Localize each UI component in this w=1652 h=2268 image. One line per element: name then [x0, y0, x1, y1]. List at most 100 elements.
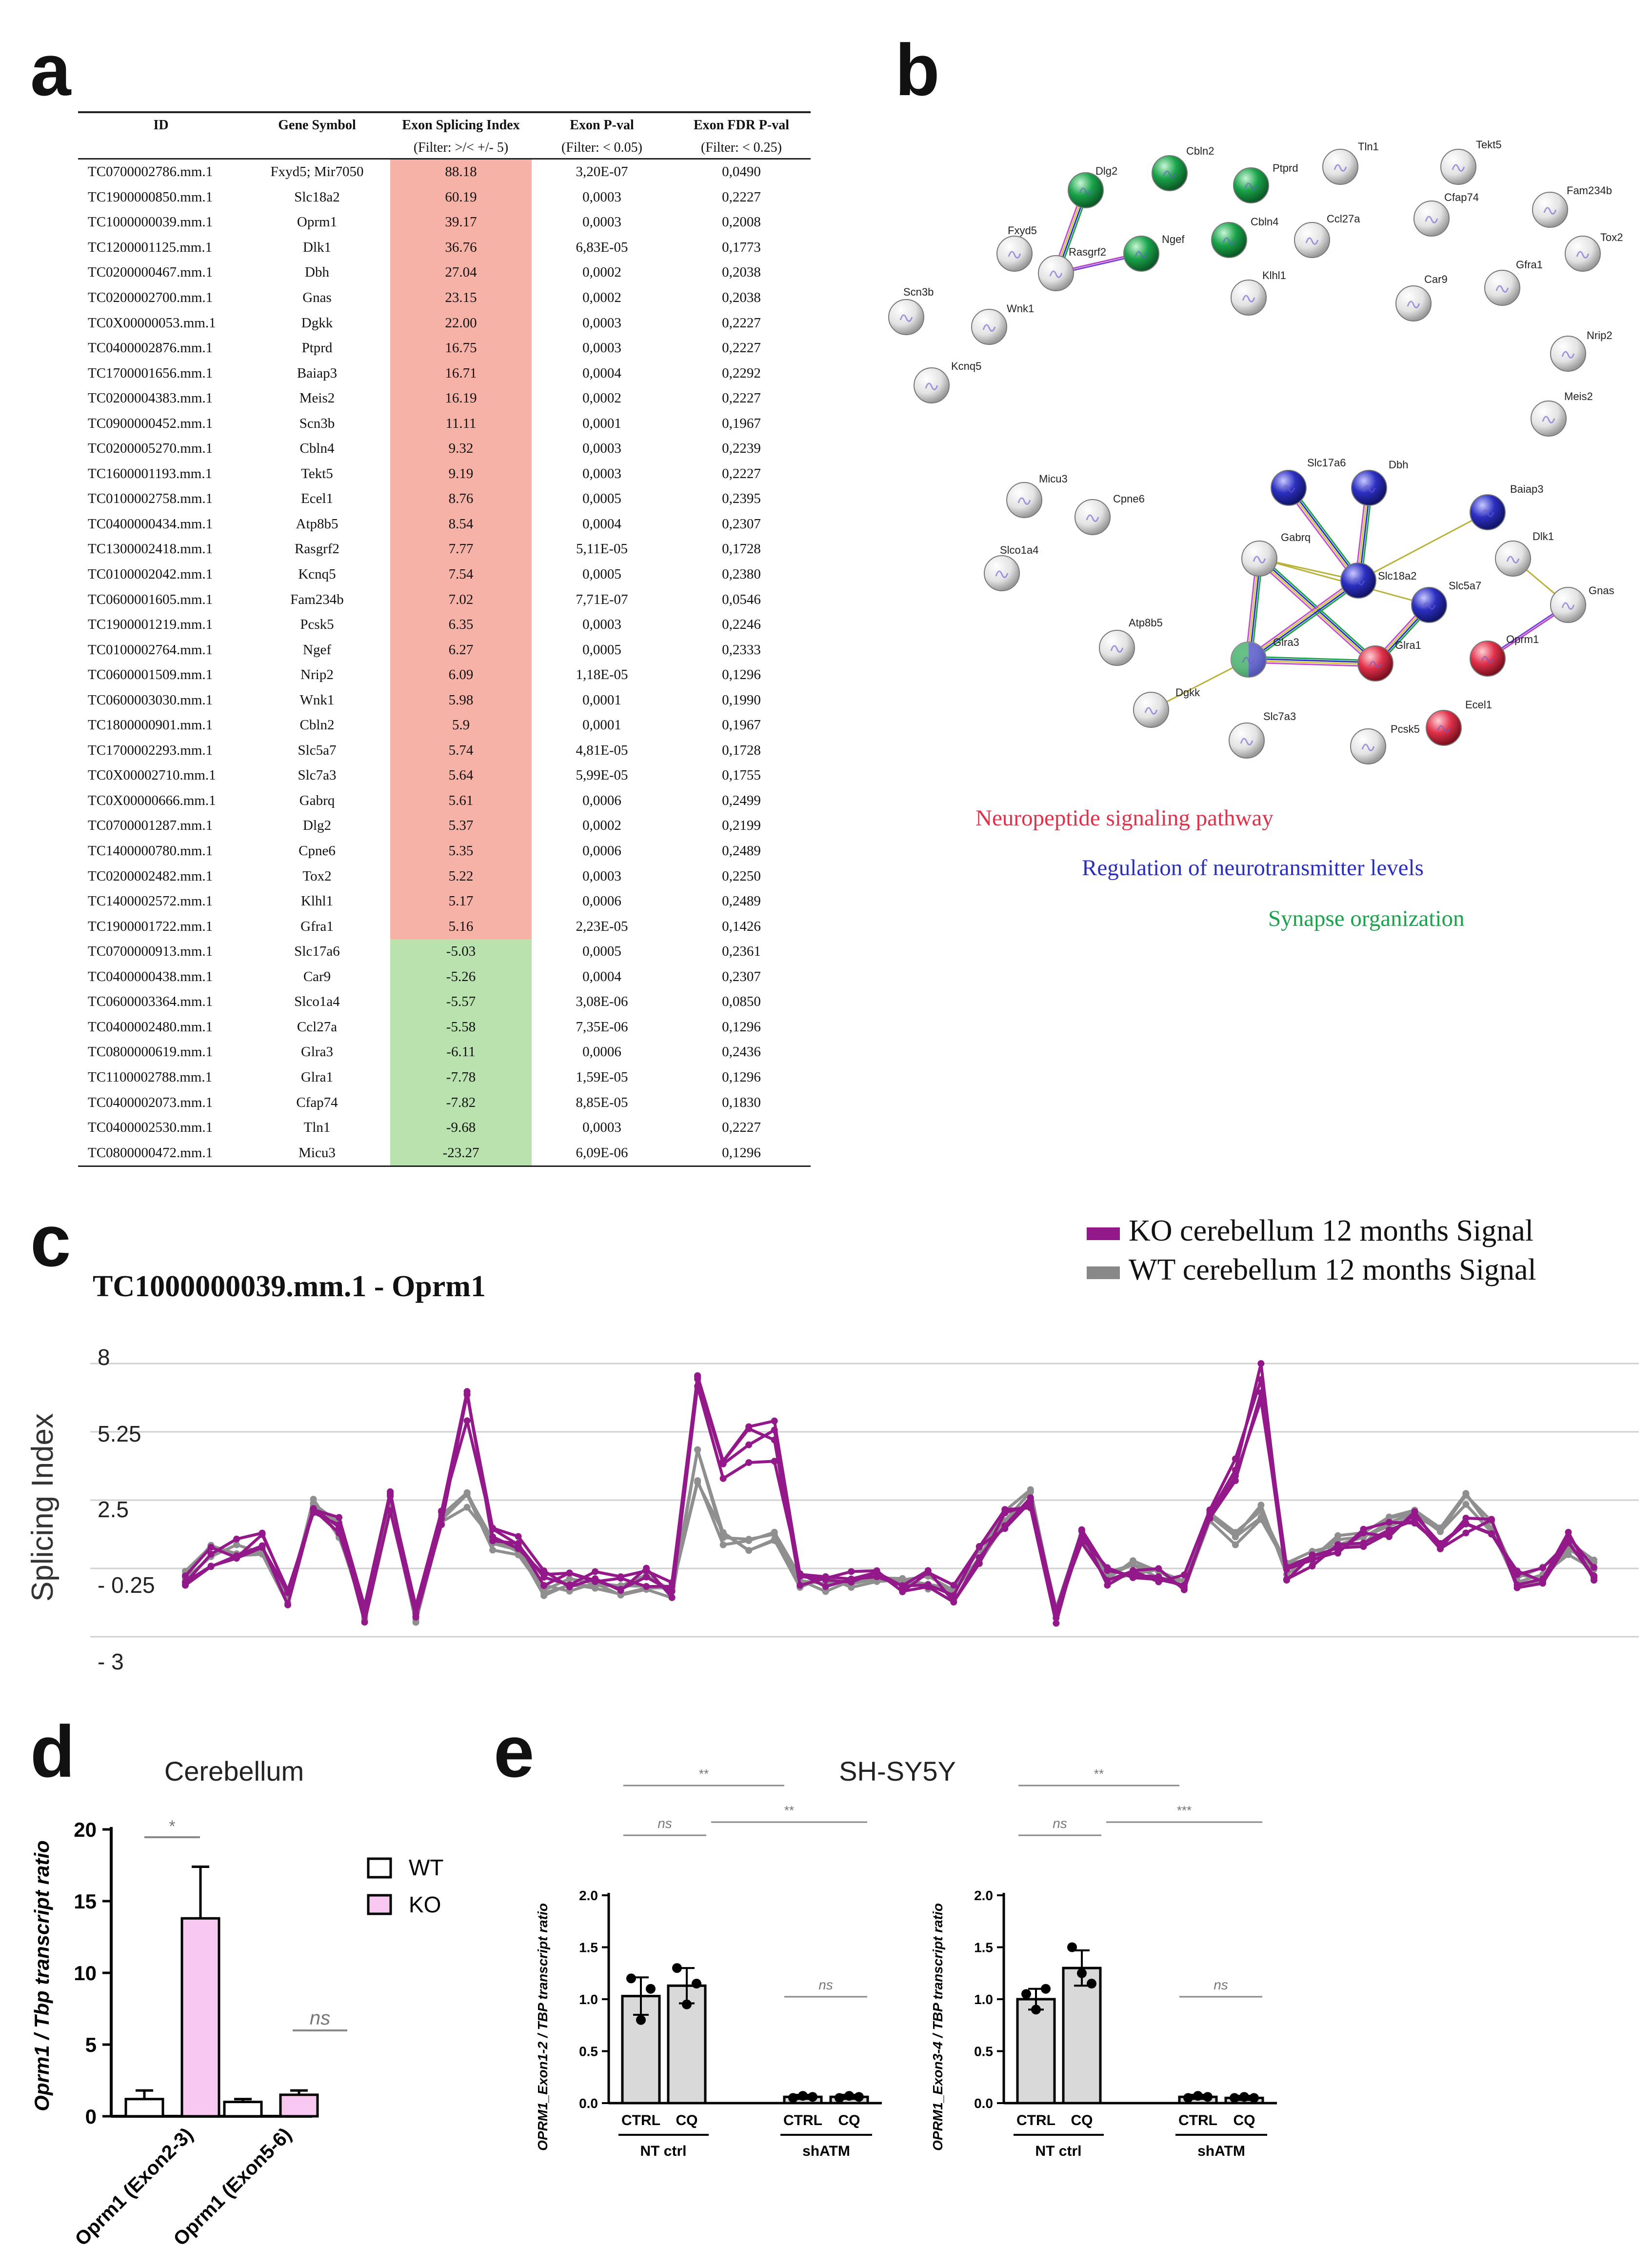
network-node-label: Slc5a7: [1449, 580, 1481, 592]
cell-gene: Ngef: [303, 642, 331, 658]
ko-series-point: [1180, 1571, 1188, 1579]
ko-series-point: [566, 1569, 573, 1577]
header-pval: Exon P-val: [532, 111, 672, 138]
network-edge: [1250, 582, 1361, 663]
cell-splicing: 36.76: [390, 235, 532, 261]
network-node-structure: [982, 324, 996, 332]
network-node-label: Dlg2: [1095, 165, 1117, 177]
network-node-structure: [1561, 602, 1575, 610]
cell-splicing: 5.35: [390, 838, 532, 864]
ko-series-line: [184, 1374, 1595, 1624]
network-node-structure: [1361, 743, 1375, 751]
ko-series-point: [310, 1506, 317, 1513]
table-row: TC0400002480.mm.1 Ccl27a -5.58 7,35E-06 0,12…: [78, 1014, 811, 1040]
ko-series-point: [463, 1417, 471, 1425]
legend-ko-label: KO: [409, 1892, 441, 1917]
x-tick-label: CQ: [676, 2112, 698, 2128]
cell-pval: 1,59E-05: [576, 1069, 628, 1085]
legend-wt: WT cerebellum 12 months Signal: [1087, 1253, 1536, 1287]
table-row: TC0800000472.mm.1 Micu3 -23.27 6,09E-06 0,12…: [78, 1140, 811, 1167]
data-point: [798, 2091, 808, 2101]
ko-series-point: [1513, 1584, 1521, 1591]
table-row: TC1900001722.mm.1 Gfra1 5.16 2,23E-05 0,1426: [78, 914, 811, 939]
ko-series-point: [643, 1583, 650, 1590]
cell-splicing: 16.75: [390, 335, 532, 361]
cell-id: TC0400002876.mm.1: [88, 340, 213, 356]
cell-pval: 0,0003: [582, 214, 621, 230]
ko-series-point: [899, 1582, 906, 1589]
cell-id: TC1700002293.mm.1: [88, 742, 213, 758]
network-node-label: Wnk1: [1007, 302, 1034, 315]
network-edge: [1287, 488, 1358, 582]
network-node-label: Rasgrf2: [1069, 246, 1106, 258]
ko-series-point: [822, 1583, 829, 1590]
ko-series-point: [284, 1601, 292, 1608]
cell-fdr: 0,2333: [722, 642, 761, 658]
ko-series-point: [848, 1576, 855, 1583]
group-label: shATM: [802, 2143, 850, 2159]
cell-pval: 0,0006: [582, 893, 621, 909]
cell-gene: Cbln2: [299, 717, 335, 733]
table-row: TC1000000039.mm.1 Oprm1 39.17 0,0003 0,2008: [78, 210, 811, 235]
table-row: TC0600003030.mm.1 Wnk1 5.98 0,0001 0,1990: [78, 687, 811, 713]
wt-series-point: [310, 1496, 317, 1503]
wt-series-point: [233, 1541, 240, 1548]
ko-series-point: [540, 1567, 548, 1574]
network-node-label: Nrip2: [1587, 329, 1612, 341]
y-axis-label: OPRM1_Exon1-2 / TBP transcript ratio: [535, 1903, 550, 2151]
ko-series-point: [745, 1459, 753, 1466]
table-header-row: ID Gene Symbol Exon Splicing Index Exon …: [78, 111, 811, 138]
ko-series-point: [822, 1573, 829, 1581]
ko-series-point: [1360, 1543, 1367, 1550]
cell-id: TC0X00000053.mm.1: [88, 315, 216, 331]
ko-series-point: [233, 1552, 240, 1560]
table-row: TC0600003364.mm.1 Slco1a4 -5.57 3,08E-06 0,0…: [78, 989, 811, 1015]
network-edge: [1247, 579, 1358, 660]
network-edge: [1290, 485, 1361, 580]
cell-pval: 6,83E-05: [576, 239, 628, 255]
network-node-structure: [1222, 237, 1236, 245]
cell-gene: Gfra1: [300, 918, 334, 934]
wt-series-point: [771, 1536, 778, 1543]
cell-id: TC0600003364.mm.1: [88, 994, 213, 1010]
cell-id: TC0900000452.mm.1: [88, 415, 213, 431]
cell-fdr: 0,0546: [722, 591, 761, 607]
cell-fdr: 0,2489: [722, 893, 761, 909]
cell-pval: 0,0004: [582, 365, 621, 381]
cell-pval: 0,0003: [582, 465, 621, 482]
network-node-structure: [1362, 485, 1376, 493]
data-point: [1031, 2005, 1041, 2015]
table-row: TC1700002293.mm.1 Slc5a7 5.74 4,81E-05 0,172…: [78, 738, 811, 763]
network-node-structure: [1242, 295, 1255, 302]
cerebellum-bar-chart: Cerebellum 0 5 10 15 20 Oprm1 / Tbp transcript…: [30, 1756, 444, 2250]
cell-splicing: 7.77: [390, 537, 532, 562]
cell-pval: 0,0002: [582, 264, 621, 281]
wt-series-point: [1232, 1541, 1239, 1548]
ko-series-point: [1488, 1530, 1495, 1538]
network-node-structure: [1135, 251, 1148, 259]
network-edge: [1261, 556, 1378, 662]
table-row: TC0700002786.mm.1 Fxyd5; Mir7050 88.18 3,20…: [78, 159, 811, 185]
cell-gene: Ptprd: [301, 340, 333, 356]
cell-splicing: -5.58: [390, 1014, 532, 1040]
network-node-structure: [1244, 182, 1258, 190]
wt-series-point: [719, 1541, 727, 1548]
cell-pval: 0,0003: [582, 441, 621, 457]
cell-id: TC0100002758.mm.1: [88, 491, 213, 507]
legend-synapse: Synapse organization: [1268, 906, 1465, 931]
network-node-label: Pcsk5: [1391, 723, 1420, 735]
cell-gene: Glra3: [300, 1044, 334, 1060]
network-node-structure: [1422, 602, 1436, 610]
cell-id: TC1900000850.mm.1: [88, 189, 213, 205]
ko-series-point: [1129, 1574, 1136, 1581]
ko-series-point: [1565, 1538, 1572, 1545]
sig-label: *: [169, 1817, 175, 1836]
cell-splicing: 8.76: [390, 486, 532, 512]
cell-gene: Slc17a6: [294, 943, 340, 960]
table-row: TC0200002700.mm.1 Gnas 23.15 0,0002 0,2038: [78, 285, 811, 311]
network-node-label: Gfra1: [1516, 259, 1543, 271]
ko-series-point: [489, 1533, 497, 1541]
network-node-label: Tox2: [1600, 231, 1623, 243]
cell-id: TC0X00002710.mm.1: [88, 767, 216, 783]
y-tick-label: 20: [74, 1818, 97, 1841]
